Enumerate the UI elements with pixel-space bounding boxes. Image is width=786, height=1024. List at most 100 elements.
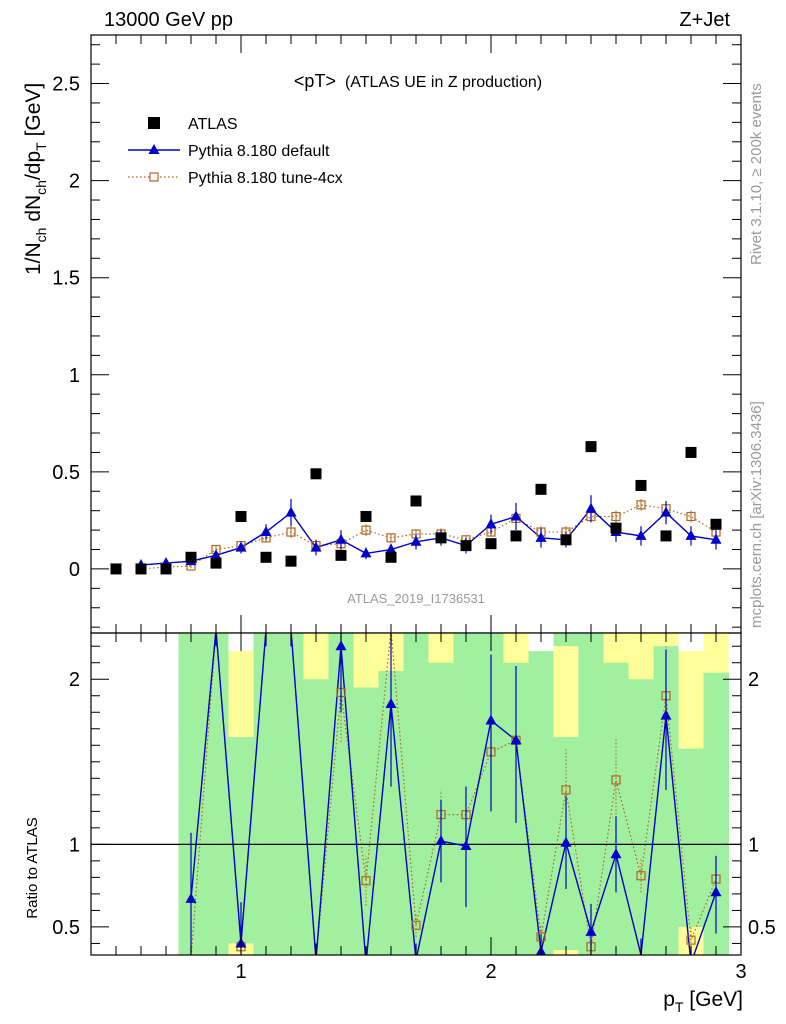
atlas-point — [685, 446, 697, 458]
y-label-unit: [GeV] — [22, 83, 45, 143]
ratio-tune4cx-point — [561, 785, 571, 795]
ratio-y-tick-label-right: 0.5 — [748, 917, 776, 939]
default-line — [140, 507, 717, 566]
atlas-point — [535, 483, 547, 495]
band-gap — [678, 633, 704, 652]
default-point — [260, 526, 272, 537]
ratio-y-tick-label: 1 — [69, 834, 80, 856]
green-band — [203, 633, 229, 955]
ratio-default-point — [585, 925, 597, 936]
default-point — [210, 549, 222, 560]
atlas-point — [560, 534, 572, 546]
y-tick-label: 1 — [69, 365, 80, 387]
yellow-band-segment — [553, 646, 579, 738]
y-label-sub2: ch — [33, 180, 49, 195]
default-point — [510, 510, 522, 521]
atlas-point — [510, 530, 522, 542]
y-label-main: 1/N — [22, 242, 45, 275]
y-label-sub1: ch — [33, 228, 49, 243]
atlas-point — [260, 551, 272, 563]
atlas-point — [210, 557, 222, 569]
ratio-default-point — [485, 714, 497, 725]
ratio-default-point — [435, 835, 447, 846]
default-point — [635, 529, 647, 540]
tune4cx-line — [140, 504, 717, 570]
default-point — [685, 529, 697, 540]
yellow-band-segment — [503, 646, 529, 663]
default-point — [410, 535, 422, 546]
ratio-default-point — [335, 640, 347, 651]
ratio-y-tick-label: 0.5 — [52, 917, 80, 939]
atlas-point — [410, 495, 422, 507]
atlas-point — [385, 551, 397, 563]
green-band — [278, 633, 304, 955]
x-label-main: p — [663, 988, 675, 1011]
x-label-unit: [GeV] — [683, 988, 743, 1011]
ratio-default-point — [560, 836, 572, 847]
atlas-point — [435, 532, 447, 544]
legend-label: Pythia 8.180 default — [188, 143, 330, 160]
y-tick-label: 2.5 — [52, 74, 80, 96]
ratio-tune4cx-point — [411, 920, 421, 930]
atlas-point — [710, 518, 722, 530]
atlas-point — [135, 563, 147, 575]
default-point — [335, 533, 347, 544]
atlas-point — [185, 551, 197, 563]
atlas-point — [360, 511, 372, 523]
green-band — [603, 633, 629, 955]
y-label-mid: dN — [22, 195, 45, 228]
plot-title: <pT> (ATLAS UE in Z production) — [294, 71, 542, 91]
x-tick-label: 1 — [235, 961, 246, 983]
side-label-top: Rivet 3.1.10, ≥ 200k events — [748, 83, 765, 265]
y-axis-label: 1/Nch dNch/dpT [GeV] — [22, 83, 49, 275]
y-tick-label: 2 — [69, 171, 80, 193]
atlas-point — [235, 511, 247, 523]
atlas-point — [460, 540, 472, 552]
default-point — [235, 541, 247, 552]
ratio-tune4cx-point — [686, 935, 696, 945]
ratio-tune4cx-point — [636, 871, 646, 881]
default-point — [660, 506, 672, 517]
y-tick-label: 0 — [69, 559, 80, 581]
legend-default-marker — [148, 144, 160, 154]
ratio-default-line — [190, 633, 717, 955]
y-tick-label: 1.5 — [52, 268, 80, 290]
side-label-bottom: mcplots.cern.ch [arXiv:1306.3436] — [748, 401, 765, 628]
ratio-y-tick-label-right: 1 — [748, 834, 759, 856]
atlas-point — [110, 563, 122, 575]
atlas-point — [660, 530, 672, 542]
default-point — [585, 502, 597, 513]
main-plot-area — [110, 441, 722, 575]
x-label-sub: T — [675, 999, 684, 1015]
plot-title-main: <pT> — [294, 71, 336, 91]
default-point — [485, 518, 497, 529]
x-axis-label: pT [GeV] — [663, 988, 743, 1015]
plot-title-sub: (ATLAS UE in Z production) — [345, 74, 542, 91]
legend-label: ATLAS — [188, 116, 238, 133]
tune4cx-point — [361, 525, 371, 535]
yellow-band-segment — [678, 666, 704, 749]
ratio-default-point — [660, 709, 672, 720]
green-band — [628, 633, 654, 955]
yellow-band-segment — [353, 633, 379, 688]
green-band — [428, 633, 454, 955]
ratio-default-point — [710, 886, 722, 897]
atlas-point — [310, 468, 322, 480]
atlas-point — [285, 555, 297, 567]
atlas-point — [485, 538, 497, 550]
ratio-y-tick-label: 2 — [69, 669, 80, 691]
default-point — [385, 543, 397, 554]
ratio-default-point — [510, 734, 522, 745]
atlas-point — [585, 441, 597, 453]
y-label-mid2: /dp — [22, 151, 45, 180]
process-label: Z+Jet — [679, 9, 730, 31]
energy-label: 13000 GeV pp — [104, 9, 233, 31]
ratio-default-point — [385, 698, 397, 709]
legend-atlas-marker — [148, 117, 160, 129]
analysis-id: ATLAS_2019_I1736531 — [347, 591, 485, 606]
band-gap — [528, 633, 554, 652]
ratio-y-tick-label-right: 2 — [748, 669, 759, 691]
ratio-tune4cx-point — [361, 876, 371, 886]
green-band — [528, 633, 554, 955]
y-tick-label: 0.5 — [52, 462, 80, 484]
